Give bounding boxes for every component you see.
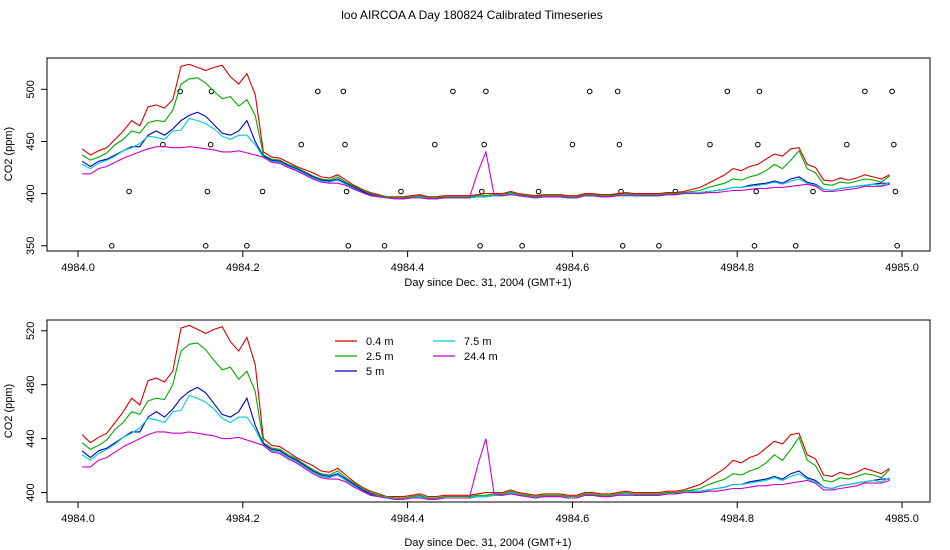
- x-tick-label: 4984.6: [556, 513, 590, 525]
- top-x-axis-label: Day since Dec. 31, 2004 (GMT+1): [404, 277, 571, 289]
- y-tick-label: 480: [25, 376, 37, 394]
- legend-label: 7.5 m: [464, 336, 492, 348]
- calibration-point: [342, 141, 348, 148]
- calibration-point: [755, 141, 761, 148]
- calibration-point: [381, 243, 388, 249]
- calibration-point: [862, 88, 868, 95]
- calibration-point: [315, 88, 321, 95]
- bottom-panel: 4984.0 4984.2 4984.4 4984.6 4984.8 4985.0 400…: [3, 319, 931, 549]
- calibration-point: [519, 243, 525, 249]
- calibration-point: [126, 188, 132, 195]
- y-tick-label: 450: [25, 132, 37, 150]
- calibration-point: [398, 188, 404, 195]
- bottom-y-axis-label: CO2 (ppm): [3, 384, 15, 438]
- calibration-point: [614, 88, 621, 95]
- series-line-5-m: [81, 386, 890, 500]
- series-line-2-5-m: [81, 77, 890, 199]
- calibration-point: [656, 243, 662, 249]
- x-tick-label: 4984.0: [61, 262, 95, 274]
- calibration-point: [616, 141, 623, 148]
- series-line-0-4-m: [81, 324, 890, 498]
- bottom-x-axis: 4984.0 4984.2 4984.4 4984.6 4984.8 4985.0: [61, 502, 919, 525]
- calibration-point: [756, 88, 763, 95]
- calibration-point: [707, 141, 713, 148]
- x-tick-label: 4985.0: [885, 262, 919, 274]
- y-tick-label: 500: [25, 80, 37, 98]
- bottom-plot-frame: [46, 319, 931, 503]
- top-plot-frame: [46, 57, 931, 252]
- y-tick-label: 350: [25, 237, 37, 255]
- calibration-point: [479, 188, 485, 195]
- top-x-axis: 4984.0 4984.2 4984.4 4984.6 4984.8 4985.0: [61, 251, 919, 274]
- top-panel: 4984.0 4984.2 4984.4 4984.6 4984.8 4985.0 350…: [3, 57, 931, 289]
- series-line-2-5-m: [81, 342, 890, 499]
- calibration-point: [792, 243, 799, 249]
- calibration-point: [109, 243, 115, 249]
- y-tick-label: 400: [25, 483, 37, 501]
- bottom-lines: [81, 324, 890, 500]
- x-tick-label: 4984.2: [226, 513, 260, 525]
- legend: 0.4 m 2.5 m 5 m 7.5 m 24.4 m: [335, 336, 498, 378]
- series-line-24-4-m: [82, 431, 890, 500]
- calibration-point: [569, 141, 576, 148]
- series-line-0-4-m: [81, 63, 890, 198]
- series-line-5-m: [81, 111, 890, 200]
- calibration-point: [724, 88, 731, 95]
- calibration-point: [432, 141, 438, 148]
- x-tick-label: 4985.0: [885, 513, 919, 525]
- calibration-point: [345, 243, 352, 249]
- calibration-point: [477, 243, 483, 249]
- legend-label: 0.4 m: [366, 336, 394, 348]
- calibration-point: [343, 188, 350, 195]
- bottom-y-axis: 400 440 480 520: [25, 322, 47, 502]
- calibration-point: [202, 243, 209, 249]
- calibration-point: [204, 188, 211, 195]
- calibration-point: [298, 141, 305, 148]
- x-tick-label: 4984.6: [556, 262, 590, 274]
- calibration-point: [483, 88, 489, 95]
- calibration-point: [844, 141, 850, 148]
- calibration-point: [259, 188, 266, 195]
- bottom-x-axis-label: Day since Dec. 31, 2004 (GMT+1): [404, 537, 571, 549]
- y-tick-label: 440: [25, 429, 37, 447]
- calibration-point: [753, 188, 760, 195]
- calibration-point: [891, 141, 897, 148]
- calibration-point: [340, 88, 347, 95]
- legend-label: 2.5 m: [366, 351, 394, 363]
- x-tick-label: 4984.4: [391, 513, 425, 525]
- calibration-point: [177, 88, 183, 95]
- x-tick-label: 4984.8: [720, 262, 754, 274]
- series-line-7-5-m: [81, 394, 890, 500]
- series-line-24-4-m: [82, 146, 890, 200]
- calibration-point: [751, 243, 758, 249]
- calibration-point: [450, 88, 456, 95]
- top-y-axis: 350 400 450 500: [25, 80, 47, 255]
- calibration-point: [619, 243, 626, 249]
- top-points: [109, 88, 900, 249]
- x-tick-label: 4984.8: [720, 513, 754, 525]
- x-tick-label: 4984.4: [391, 262, 425, 274]
- y-tick-label: 400: [25, 184, 37, 202]
- calibration-point: [892, 188, 899, 195]
- legend-label: 24.4 m: [464, 351, 498, 363]
- top-y-axis-label: CO2 (ppm): [3, 127, 15, 181]
- figure-title: loo AIRCOA A Day 180824 Calibrated Times…: [341, 8, 602, 22]
- calibration-point: [586, 88, 593, 95]
- calibration-point: [810, 188, 816, 195]
- series-line-7-5-m: [81, 117, 890, 200]
- x-tick-label: 4984.0: [61, 513, 95, 525]
- calibration-point: [481, 141, 488, 148]
- calibration-point: [244, 243, 250, 249]
- x-tick-label: 4984.2: [226, 262, 260, 274]
- top-lines: [81, 63, 890, 200]
- y-tick-label: 520: [25, 322, 37, 340]
- calibration-point: [889, 88, 895, 95]
- calibration-point: [894, 243, 900, 249]
- legend-label: 5 m: [366, 366, 384, 378]
- calibration-point: [535, 188, 542, 195]
- calibration-point: [207, 141, 214, 148]
